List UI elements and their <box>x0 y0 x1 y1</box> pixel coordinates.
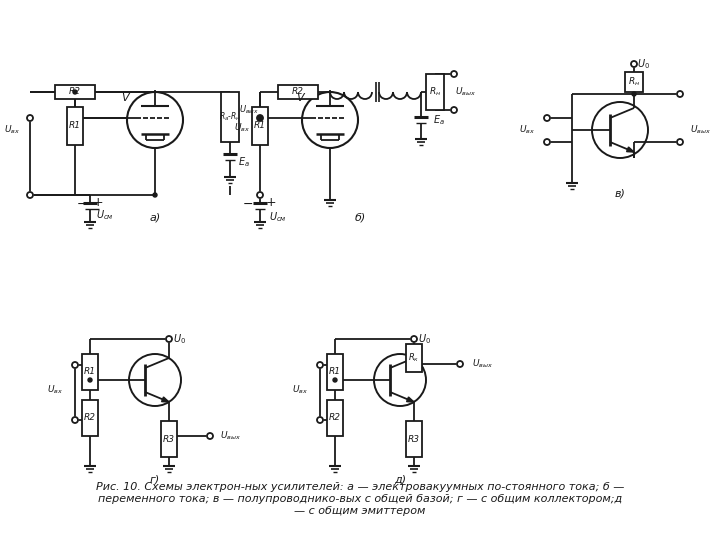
Circle shape <box>207 433 213 439</box>
Bar <box>161 421 177 457</box>
Bar <box>278 85 318 99</box>
Circle shape <box>257 192 263 198</box>
Text: Рис. 10. Схемы электрон-ных усилителей: а — электровакуумных по-стоянного тока; : Рис. 10. Схемы электрон-ных усилителей: … <box>96 482 624 492</box>
Bar <box>327 354 343 390</box>
Text: $U_{вх}$: $U_{вх}$ <box>4 124 20 136</box>
Polygon shape <box>626 147 634 152</box>
Circle shape <box>451 71 457 77</box>
Text: $U_{вх}$: $U_{вх}$ <box>47 384 63 396</box>
Text: R3: R3 <box>163 435 175 443</box>
Text: $R_к$: $R_к$ <box>408 352 420 365</box>
Text: R1: R1 <box>329 368 341 376</box>
Text: $R_н$: $R_н$ <box>429 86 441 98</box>
Polygon shape <box>407 397 414 402</box>
Circle shape <box>317 417 323 423</box>
Circle shape <box>333 378 337 382</box>
Text: V: V <box>296 93 304 103</box>
Bar <box>55 85 95 99</box>
Circle shape <box>411 336 417 342</box>
Text: $E_а$: $E_а$ <box>238 155 250 169</box>
Text: $U_{вых}$: $U_{вых}$ <box>239 104 259 116</box>
Circle shape <box>544 139 550 145</box>
Bar <box>221 92 239 142</box>
Circle shape <box>88 378 92 382</box>
Polygon shape <box>161 397 169 402</box>
Text: $U_0$: $U_0$ <box>637 57 650 71</box>
Circle shape <box>166 336 172 342</box>
Text: в): в) <box>615 188 626 198</box>
Text: $U_{см}$: $U_{см}$ <box>96 208 114 222</box>
Circle shape <box>257 115 263 121</box>
Text: R2: R2 <box>329 414 341 422</box>
Circle shape <box>72 417 78 423</box>
Text: а): а) <box>149 212 161 222</box>
Text: $U_{вых}$: $U_{вых}$ <box>220 430 241 442</box>
Text: R2: R2 <box>84 414 96 422</box>
Bar <box>406 344 422 372</box>
Text: $+$: $+$ <box>92 197 104 210</box>
Text: R1: R1 <box>69 122 81 131</box>
Circle shape <box>72 362 78 368</box>
Bar <box>406 421 422 457</box>
Text: $R_a$-$R_н$: $R_a$-$R_н$ <box>219 111 241 123</box>
Bar <box>82 354 98 390</box>
Bar <box>625 72 643 92</box>
Text: $U_{см}$: $U_{см}$ <box>269 210 287 224</box>
Text: $U_{вх}$: $U_{вх}$ <box>519 124 535 136</box>
Bar <box>426 74 444 110</box>
Text: $U_{вых}$: $U_{вых}$ <box>690 124 711 136</box>
Circle shape <box>258 116 262 120</box>
Bar <box>82 400 98 436</box>
Bar <box>252 107 268 145</box>
Text: $U_0$: $U_0$ <box>174 332 186 346</box>
Text: $U_{вх}$: $U_{вх}$ <box>234 122 250 134</box>
Text: R1: R1 <box>254 122 266 131</box>
Text: переменного тока; в — полупроводнико-вых с общей базой; г — с общим коллектором;: переменного тока; в — полупроводнико-вых… <box>98 494 622 504</box>
Text: R1: R1 <box>84 368 96 376</box>
Text: $U_0$: $U_0$ <box>418 332 431 346</box>
Circle shape <box>73 90 77 94</box>
Bar <box>327 400 343 436</box>
Circle shape <box>457 361 463 367</box>
Text: $+$: $+$ <box>266 197 276 210</box>
Circle shape <box>153 193 157 197</box>
Text: $U_{вх}$: $U_{вх}$ <box>292 384 308 396</box>
Text: $-$: $-$ <box>243 197 253 210</box>
Text: R2: R2 <box>292 87 304 97</box>
Circle shape <box>631 61 637 67</box>
Text: $E_а$: $E_а$ <box>433 113 445 127</box>
Bar <box>67 107 83 145</box>
Circle shape <box>632 92 636 96</box>
Text: V: V <box>121 93 129 103</box>
Circle shape <box>677 91 683 97</box>
Circle shape <box>451 107 457 113</box>
Circle shape <box>27 192 33 198</box>
Text: $U_{вых}$: $U_{вых}$ <box>456 86 477 98</box>
Text: R3: R3 <box>408 435 420 443</box>
Text: д): д) <box>394 474 406 484</box>
Text: — с общим эмиттером: — с общим эмиттером <box>294 506 426 516</box>
Circle shape <box>677 139 683 145</box>
Text: $-$: $-$ <box>76 197 88 210</box>
Text: $U_{вых}$: $U_{вых}$ <box>472 357 493 370</box>
Text: б): б) <box>354 212 366 222</box>
Text: R2: R2 <box>69 87 81 97</box>
Circle shape <box>27 115 33 121</box>
Circle shape <box>544 115 550 121</box>
Text: $R_н$: $R_н$ <box>628 76 640 88</box>
Circle shape <box>317 362 323 368</box>
Text: г): г) <box>150 474 160 484</box>
